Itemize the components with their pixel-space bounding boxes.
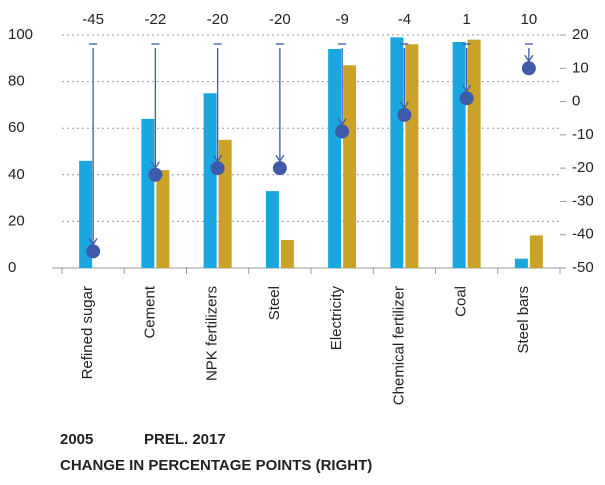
value-label: -4: [398, 11, 411, 28]
value-label: -20: [207, 11, 229, 28]
bar: [265, 191, 279, 268]
change-dot: [148, 167, 163, 182]
bar: [156, 170, 170, 268]
annotation-arrow: [88, 237, 98, 246]
value-label: 1: [462, 11, 470, 28]
x-tick-label: Refined sugar: [79, 286, 96, 379]
bar: [452, 41, 466, 268]
value-label: -22: [145, 11, 167, 28]
x-tick-label: Steel bars: [515, 286, 532, 354]
bar: [390, 37, 404, 268]
x-tick-label: Chemical fertilizer: [390, 286, 407, 405]
change-dot: [86, 244, 101, 259]
y2-tick-label: -10: [572, 126, 594, 143]
bar: [467, 39, 481, 268]
change-dot: [521, 61, 536, 76]
legend-entry: PREL. 2017: [144, 431, 226, 448]
x-tick-label: NPK fertilizers: [204, 286, 221, 381]
bar: [203, 93, 217, 268]
value-label: 10: [521, 11, 538, 28]
change-dot: [397, 107, 412, 122]
y2-tick-label: -40: [572, 226, 594, 243]
bar: [514, 258, 528, 268]
x-tick-label: Cement: [141, 285, 158, 338]
bar: [218, 139, 232, 268]
y-tick-label: 20: [8, 212, 25, 229]
y-tick-label: 0: [8, 259, 16, 276]
bar: [79, 160, 93, 268]
y-tick-label: 80: [8, 73, 25, 90]
value-label: -45: [82, 11, 104, 28]
x-tick-label: Electricity: [328, 286, 345, 351]
legend-entry: 2005: [60, 431, 93, 448]
y2-tick-label: 10: [572, 59, 589, 76]
bar: [343, 65, 357, 268]
x-tick-label: Steel: [266, 286, 283, 320]
bar: [529, 235, 543, 268]
y2-tick-label: -50: [572, 259, 594, 276]
bar: [280, 240, 294, 268]
y2-tick-label: 20: [572, 26, 589, 43]
bar: [405, 44, 419, 268]
x-tick-label: Coal: [453, 286, 470, 317]
value-label: -9: [335, 11, 348, 28]
change-dot: [210, 161, 225, 176]
y2-tick-label: 0: [572, 93, 580, 110]
y-tick-label: 100: [8, 26, 33, 43]
y-tick-label: 60: [8, 119, 25, 136]
change-dot: [459, 91, 474, 106]
legend-entry: CHANGE IN PERCENTAGE POINTS (RIGHT): [60, 457, 372, 474]
y2-tick-label: -20: [572, 159, 594, 176]
value-label: -20: [269, 11, 291, 28]
change-dot: [272, 161, 287, 176]
bar: [141, 118, 155, 268]
annotation-arrow: [524, 54, 534, 63]
change-dot: [335, 124, 350, 139]
y2-tick-label: -30: [572, 192, 594, 209]
y-tick-label: 40: [8, 166, 25, 183]
bar: [328, 48, 342, 269]
